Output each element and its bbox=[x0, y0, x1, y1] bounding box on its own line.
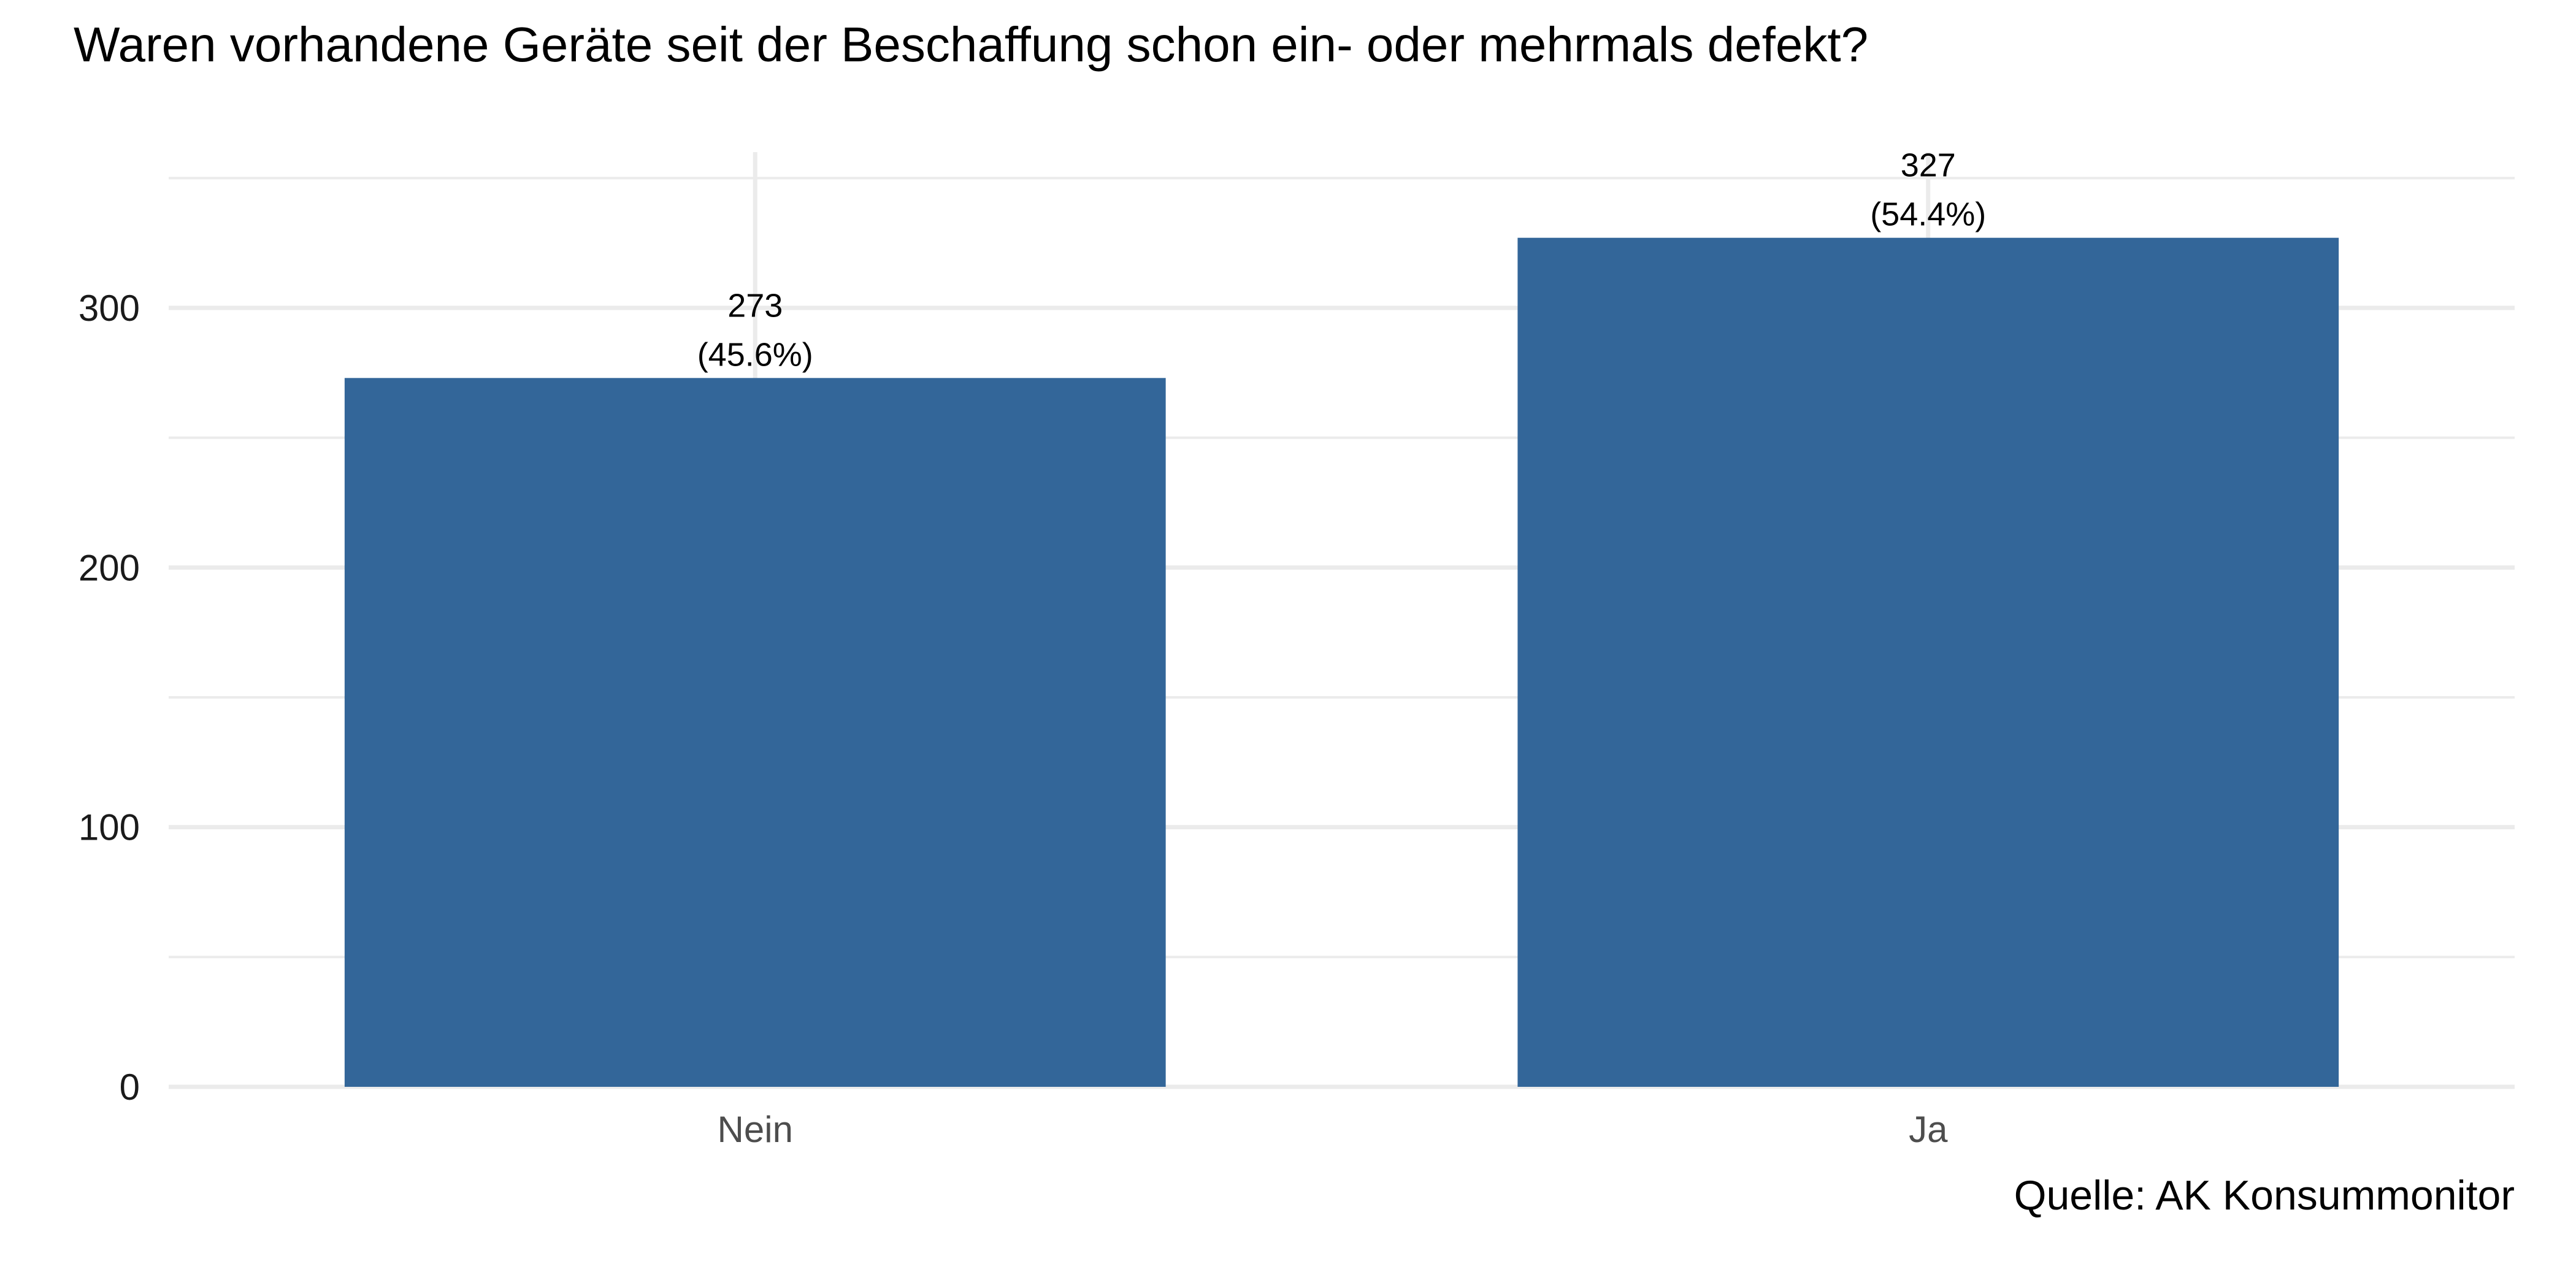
bar-percent-label: (45.6%) bbox=[697, 336, 813, 373]
chart-caption: Quelle: AK Konsummonitor bbox=[2014, 1172, 2515, 1219]
y-tick-label: 100 bbox=[79, 807, 140, 848]
x-tick-label: Nein bbox=[718, 1109, 793, 1150]
bar-labels: 273 (45.6%) 327 (54.4%) bbox=[697, 147, 1987, 374]
y-tick-label: 300 bbox=[79, 288, 140, 329]
x-tick-label: Ja bbox=[1909, 1109, 1948, 1150]
bar-value-label: 273 bbox=[727, 287, 783, 324]
bar-percent-label: (54.4%) bbox=[1870, 196, 1986, 233]
y-axis-ticks: 0 100 200 300 bbox=[79, 288, 140, 1108]
bar-nein bbox=[344, 378, 1166, 1087]
bar-ja bbox=[1517, 237, 2339, 1087]
bars bbox=[344, 237, 2339, 1087]
y-tick-label: 200 bbox=[79, 547, 140, 588]
x-axis-ticks: Nein Ja bbox=[718, 1109, 1949, 1150]
chart-title: Waren vorhandene Geräte seit der Beschaf… bbox=[74, 17, 1868, 72]
y-tick-label: 0 bbox=[120, 1067, 140, 1108]
bar-value-label: 327 bbox=[1901, 147, 1956, 184]
